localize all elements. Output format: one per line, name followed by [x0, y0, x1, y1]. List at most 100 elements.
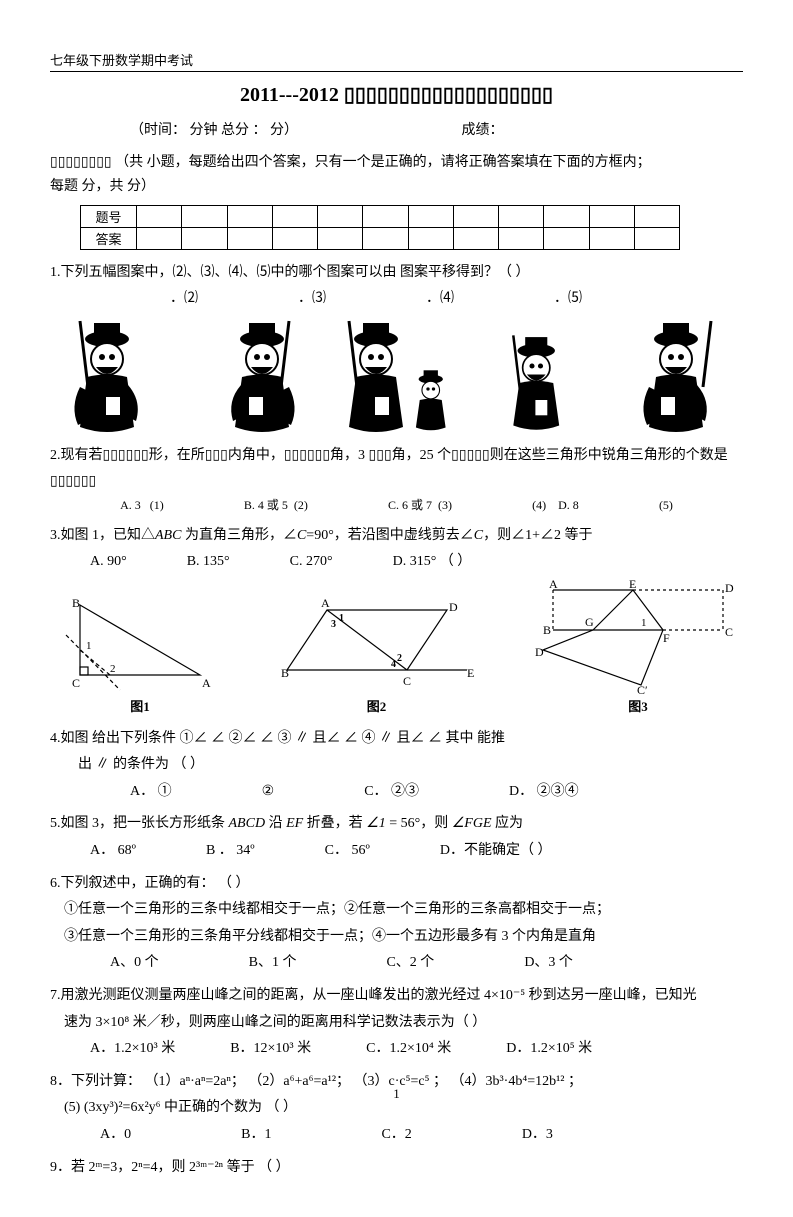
question-1: 1.下列五幅图案中，⑵、⑶、⑷、⑸中的哪个图案可以由 图案平移得到？（ ） ．⑵… [50, 260, 743, 437]
pict-label: (3) [438, 498, 452, 512]
pict-label: (1) [150, 498, 164, 512]
q4-stem2: 出 ∥ 的条件为 （ ） [78, 752, 743, 779]
q2-opt: C. 6 或 7 [388, 498, 432, 512]
fig-label: 图2 [277, 695, 477, 720]
svg-text:1: 1 [641, 617, 647, 629]
svg-text:D: D [449, 600, 458, 614]
q1-stem: 1.下列五幅图案中，⑵、⑶、⑷、⑸中的哪个图案可以由 图案平移得到？（ ） [50, 260, 743, 287]
q1-pict-labels: A. 3 (1) B. 4 或 5 (2) C. 6 或 7 (3) (4) D… [50, 494, 743, 517]
q3-opt: B. 135° [187, 549, 230, 576]
row-label: 题号 [81, 205, 137, 227]
svg-text:F: F [663, 631, 670, 645]
q3-figures: B C A 1 2 图1 A D B [60, 580, 743, 720]
cartoon-icon [486, 317, 596, 437]
q4-opt: A． ① [130, 779, 172, 806]
q8-options: A．0 B．1 C．2 D．3 [100, 1122, 743, 1149]
q1-opt: ．⑵ [170, 286, 198, 313]
fig-label: 图1 [60, 695, 220, 720]
q7-options: A．1.2×10³ 米 B．12×10³ 米 C．1.2×10⁴ 米 D．1.2… [90, 1036, 743, 1063]
q5-opt: C． 56º [325, 838, 370, 865]
q6-line1: ①任意一个三角形的三条中线都相交于一点；②任意一个三角形的三条高都相交于一点； [64, 897, 743, 924]
svg-text:C′: C′ [637, 683, 648, 695]
svg-text:C: C [403, 674, 411, 688]
cartoon-icon [331, 317, 461, 437]
svg-text:A: A [321, 596, 330, 610]
svg-text:E: E [467, 666, 474, 680]
q5-opt: D．不能确定（ ） [440, 838, 552, 865]
svg-text:G: G [585, 615, 594, 629]
question-4: 4.如图 给出下列条件 ①∠ ∠ ②∠ ∠ ③ ∥ 且∠ ∠ ④ ∥ 且∠ ∠ … [50, 726, 743, 806]
svg-text:D: D [725, 581, 734, 595]
question-9: 9．若 2ᵐ=3，2ⁿ=4，则 2³ᵐ⁻²ⁿ 等于 （ ） [50, 1155, 743, 1182]
section-intro: ▯▯▯▯▯▯▯▯ （共 小题，每题给出四个答案，只有一个是正确的，请将正确答案填… [50, 151, 743, 199]
section-intro-1: ▯▯▯▯▯▯▯▯ （共 小题，每题给出四个答案，只有一个是正确的，请将正确答案填… [50, 155, 651, 170]
row-label: 答案 [81, 227, 137, 249]
time-total: （时间： 分钟 总分 ： 分） [130, 123, 298, 138]
q7-opt: C．1.2×10⁴ 米 [366, 1036, 451, 1063]
svg-text:2: 2 [397, 653, 402, 664]
q6-opt: C、2 个 [386, 950, 434, 977]
exam-title: 2011---2012 ▯▯▯▯▯▯▯▯▯▯▯▯▯▯▯▯▯▯▯ [50, 82, 743, 107]
question-5: 5.如图 3，把一张长方形纸条 ABCD 沿 EF 折叠，若 ∠1 = 56°，… [50, 811, 743, 864]
q1-options: ．⑵ ．⑶ ．⑷ ．⑸ [170, 286, 743, 313]
question-7: 7.用激光测距仪测量两座山峰之间的距离，从一座山峰发出的激光经过 4×10⁻⁵ … [50, 983, 743, 1063]
q4-options: A． ① ② C． ②③ D． ②③④ [130, 779, 743, 806]
svg-text:E: E [629, 580, 636, 591]
figure-2: A D B C E 1 3 2 4 图2 [277, 595, 477, 720]
score-label: 成绩： [462, 123, 504, 138]
q3-opt: A. 90° [90, 549, 127, 576]
cartoon-icon [197, 317, 307, 437]
pict-label: (5) [659, 494, 673, 517]
fig-label: 图3 [533, 695, 743, 720]
q2-opt: A. 3 [120, 498, 141, 512]
q4-opt: D． ②③④ [509, 779, 579, 806]
table-row: 题号 [81, 205, 680, 227]
q9-stem: 9．若 2ᵐ=3，2ⁿ=4，则 2³ᵐ⁻²ⁿ 等于 （ ） [50, 1155, 743, 1182]
q7-opt: B．12×10³ 米 [230, 1036, 311, 1063]
q5-stem: 5.如图 3，把一张长方形纸条 ABCD 沿 EF 折叠，若 ∠1 = 56°，… [50, 811, 743, 838]
question-2: 2.现有若▯▯▯▯▯▯形，在所▯▯▯内角中，▯▯▯▯▯▯角，3 ▯▯▯角，25 … [50, 443, 743, 517]
svg-text:B: B [543, 623, 551, 637]
svg-text:C: C [72, 676, 80, 690]
svg-text:3: 3 [331, 619, 336, 630]
table-row: 答案 [81, 227, 680, 249]
q7-stem2: 速为 3×10⁸ 米／秒，则两座山峰之间的距离用科学记数法表示为（ ） [64, 1010, 743, 1037]
q5-opt: B ． 34º [206, 838, 255, 865]
svg-text:2: 2 [110, 663, 116, 675]
pict-label: (2) [294, 498, 308, 512]
page-number: 1 [0, 1086, 793, 1102]
q6-stem: 6.下列叙述中，正确的有： （ ） [50, 871, 743, 898]
q3-stem: 3.如图 1，已知△ABC 为直角三角形，∠C=90°，若沿图中虚线剪去∠C，则… [50, 523, 743, 550]
doc-header: 七年级下册数学期中考试 [50, 50, 743, 72]
q2-stem: 2.现有若▯▯▯▯▯▯形，在所▯▯▯内角中，▯▯▯▯▯▯角，3 ▯▯▯角，25 … [50, 443, 743, 496]
q8-opt: A．0 [100, 1122, 131, 1149]
q4-opt: C． ②③ [364, 779, 419, 806]
figure-3: A E D B G F C D′ C′ 1 图3 [533, 580, 743, 720]
q5-opt: A． 68º [90, 838, 136, 865]
q8-opt: D．3 [522, 1122, 553, 1149]
q4-opt: ② [262, 779, 275, 806]
q7-opt: A．1.2×10³ 米 [90, 1036, 175, 1063]
q4-stem: 4.如图 给出下列条件 ①∠ ∠ ②∠ ∠ ③ ∥ 且∠ ∠ ④ ∥ 且∠ ∠ … [50, 726, 743, 753]
q6-options: A、0 个 B、1 个 C、2 个 D、3 个 [110, 950, 743, 977]
q7-stem: 7.用激光测距仪测量两座山峰之间的距离，从一座山峰发出的激光经过 4×10⁻⁵ … [50, 983, 743, 1010]
q2-opt: B. 4 或 5 [244, 498, 288, 512]
q8-opt: C．2 [381, 1122, 411, 1149]
q6-opt: B、1 个 [249, 950, 297, 977]
svg-text:C: C [725, 625, 733, 639]
section-intro-2: 每题 分，共 分） [50, 179, 155, 194]
svg-text:D′: D′ [535, 645, 547, 659]
exam-info: （时间： 分钟 总分 ： 分） 成绩： [130, 119, 743, 139]
q1-opt: ．⑸ [554, 286, 582, 313]
figure-1: B C A 1 2 图1 [60, 595, 220, 720]
q3-options: A. 90° B. 135° C. 270° D. 315° （ ） [90, 549, 743, 576]
question-6: 6.下列叙述中，正确的有： （ ） ①任意一个三角形的三条中线都相交于一点；②任… [50, 871, 743, 977]
svg-text:B: B [72, 596, 80, 610]
question-8: 8．下列计算： （1）aⁿ·aⁿ=2aⁿ； （2）a⁶+a⁶=a¹²； （3）c… [50, 1069, 743, 1149]
svg-text:4: 4 [391, 659, 396, 670]
q5-options: A． 68º B ． 34º C． 56º D．不能确定（ ） [90, 838, 743, 865]
q7-opt: D．1.2×10⁵ 米 [506, 1036, 592, 1063]
question-3: 3.如图 1，已知△ABC 为直角三角形，∠C=90°，若沿图中虚线剪去∠C，则… [50, 523, 743, 720]
svg-text:B: B [281, 666, 289, 680]
svg-text:A: A [202, 676, 211, 690]
